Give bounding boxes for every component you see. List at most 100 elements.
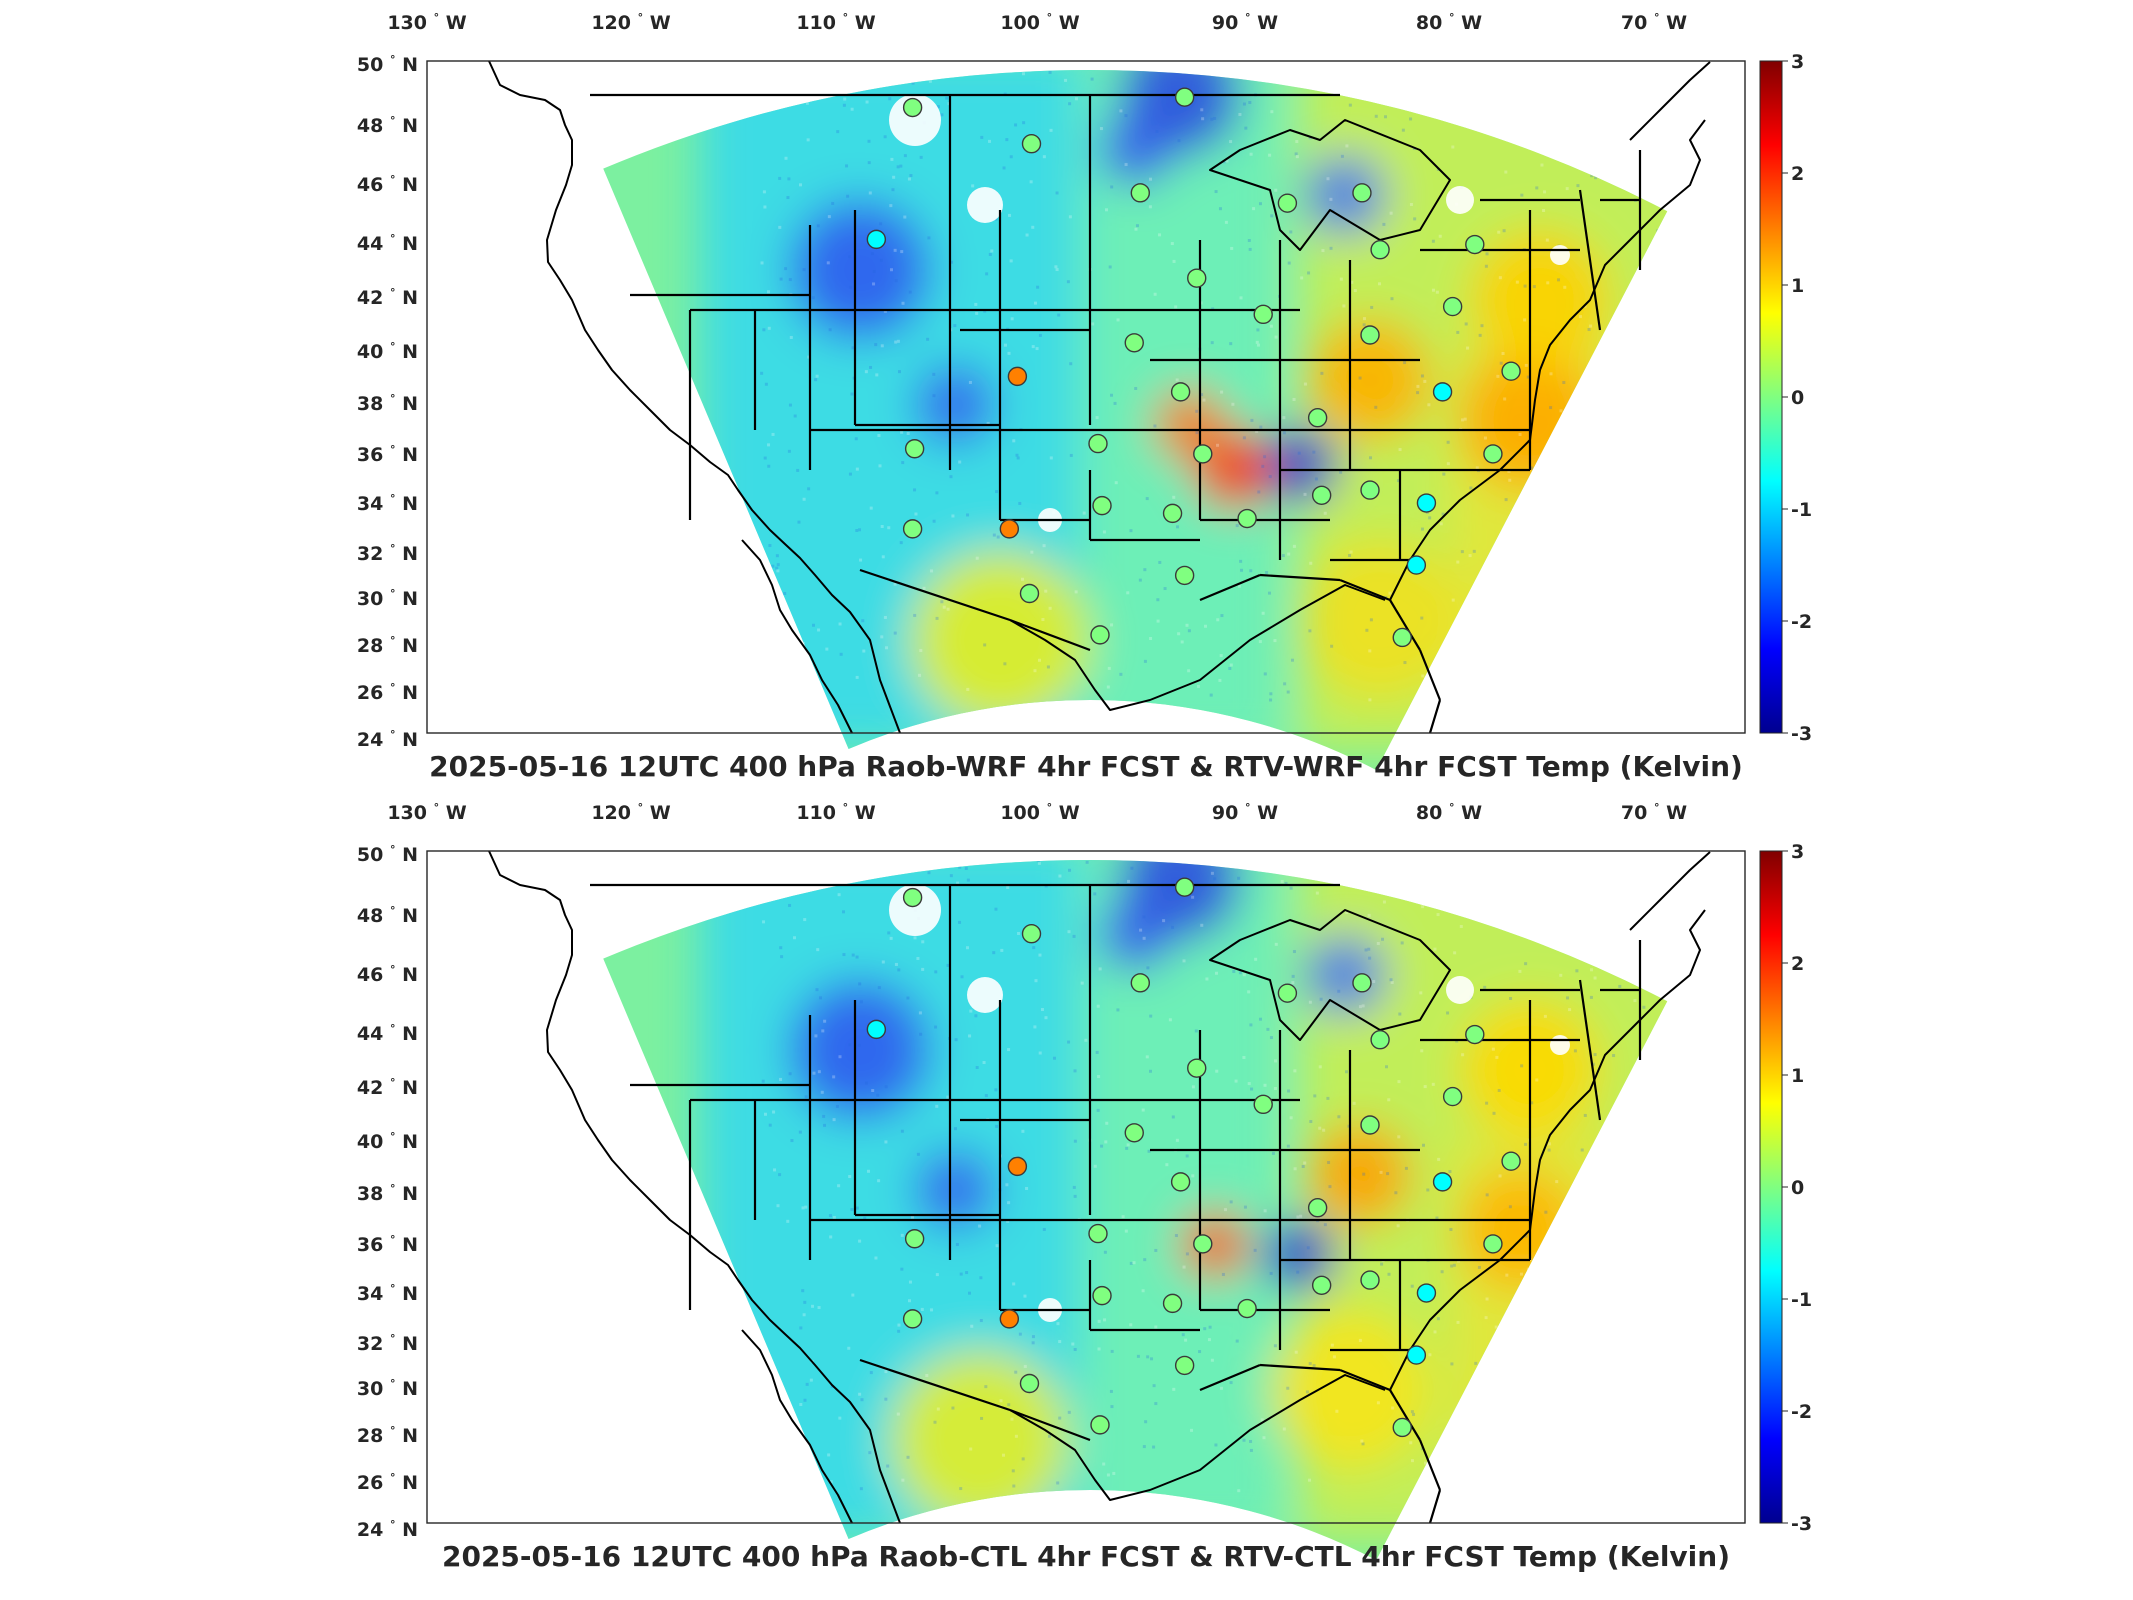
raob-station-marker bbox=[1193, 1234, 1213, 1254]
latitude-tick-label: 38 ° N bbox=[357, 1182, 418, 1205]
raob-station-marker bbox=[1124, 1123, 1144, 1143]
raob-station-marker bbox=[1352, 973, 1372, 993]
latitude-tick-label: 32 ° N bbox=[357, 542, 418, 565]
raob-station-marker bbox=[1187, 1058, 1207, 1078]
raob-station-marker bbox=[1174, 565, 1195, 586]
colorbar-tick-label: -2 bbox=[1791, 1401, 1812, 1423]
colorbar-tick-label: -2 bbox=[1791, 611, 1812, 633]
raob-station-marker bbox=[1124, 333, 1144, 353]
longitude-tick-label: 90 ° W bbox=[1212, 801, 1278, 824]
longitude-tick-label: 120 ° W bbox=[591, 801, 670, 824]
raob-station-marker bbox=[1311, 1275, 1332, 1295]
colorbar-tick-label: 0 bbox=[1791, 387, 1804, 409]
latitude-tick-label: 30 ° N bbox=[357, 1377, 418, 1400]
raob-station-marker bbox=[1465, 1024, 1485, 1045]
raob-station-marker bbox=[1193, 444, 1213, 464]
raob-station-marker bbox=[1432, 1172, 1453, 1192]
longitude-tick-label: 100 ° W bbox=[1000, 801, 1079, 824]
raob-station-marker bbox=[1174, 877, 1195, 897]
latitude-tick-label: 26 ° N bbox=[357, 681, 418, 704]
coastlines bbox=[488, 850, 1711, 1524]
bottom-map-svg: 130 ° W 120 ° W 110 ° W 100 ° W 90 ° W 80 ° W… bbox=[357, 801, 1812, 1573]
latitude-tick-label: 48 ° N bbox=[357, 904, 418, 927]
raob-station-marker bbox=[1253, 304, 1273, 325]
raob-station-marker bbox=[866, 1019, 887, 1040]
latitude-tick-label: 48 ° N bbox=[357, 114, 418, 137]
latitude-tick-label: 28 ° N bbox=[357, 634, 418, 657]
longitude-tick-label: 110 ° W bbox=[796, 11, 875, 34]
raob-station-marker bbox=[1092, 1285, 1112, 1306]
raob-station-marker bbox=[1360, 1115, 1380, 1135]
raob-station-marker bbox=[904, 1229, 925, 1249]
colorbar-tick-label: -1 bbox=[1791, 1289, 1812, 1311]
temperature-field bbox=[603, 69, 1668, 771]
colorbar-tick-label: 0 bbox=[1791, 1177, 1804, 1199]
raob-station-marker bbox=[1442, 296, 1463, 317]
raob-station-marker bbox=[1253, 1094, 1273, 1115]
latitude-tick-label: 28 ° N bbox=[357, 1424, 418, 1447]
raob-station-marker bbox=[1501, 361, 1521, 381]
raob-station-marker bbox=[1392, 627, 1412, 648]
longitude-tick-label: 110 ° W bbox=[796, 801, 875, 824]
raob-station-marker bbox=[1406, 555, 1427, 575]
raob-station-marker bbox=[1187, 268, 1207, 288]
raob-station-marker bbox=[1352, 183, 1372, 203]
longitude-tick-label: 130 ° W bbox=[387, 801, 466, 824]
longitude-tick-label: 70 ° W bbox=[1621, 11, 1687, 34]
raob-station-marker bbox=[1307, 1198, 1328, 1218]
raob-station-marker bbox=[1416, 1283, 1437, 1303]
raob-station-marker bbox=[1174, 1355, 1195, 1376]
latitude-tick-label: 44 ° N bbox=[357, 232, 418, 255]
colorbar-tick-label: 3 bbox=[1791, 51, 1804, 73]
top-map-panel: 130 ° W 120 ° W 110 ° W 100 ° W 90 ° W 80 ° W… bbox=[357, 11, 1812, 783]
latitude-tick-label: 50 ° N bbox=[357, 53, 418, 76]
colorbar-tick-label: 1 bbox=[1791, 275, 1804, 297]
latitude-tick-label: 36 ° N bbox=[357, 1233, 418, 1256]
latitude-tick-label: 24 ° N bbox=[357, 728, 418, 751]
raob-station-marker bbox=[1370, 1030, 1390, 1050]
raob-station-marker bbox=[902, 519, 923, 539]
raob-station-marker bbox=[1307, 408, 1328, 428]
colorbar-tick-label: 3 bbox=[1791, 841, 1804, 863]
top-map-svg: 130 ° W 120 ° W 110 ° W 100 ° W 90 ° W 80 ° W… bbox=[357, 11, 1812, 783]
raob-station-marker bbox=[1130, 973, 1151, 993]
latitude-tick-label: 50 ° N bbox=[357, 843, 418, 866]
raob-station-marker bbox=[1432, 382, 1453, 402]
latitude-tick-label: 32 ° N bbox=[357, 1332, 418, 1355]
panel-title: 2025-05-16 12UTC 400 hPa Raob-WRF 4hr FC… bbox=[429, 750, 1743, 783]
latitude-tick-label: 30 ° N bbox=[357, 587, 418, 610]
raob-station-marker bbox=[1360, 325, 1380, 345]
latitude-tick-label: 34 ° N bbox=[357, 1282, 418, 1305]
map-frame bbox=[426, 850, 1746, 1524]
raob-station-marker bbox=[1416, 493, 1437, 513]
raob-station-marker bbox=[1092, 495, 1112, 516]
latitude-tick-label: 38 ° N bbox=[357, 392, 418, 415]
raob-station-marker bbox=[1277, 983, 1298, 1003]
latitude-tick-label: 42 ° N bbox=[357, 1076, 418, 1099]
raob-station-marker bbox=[902, 97, 923, 118]
latitude-tick-label: 26 ° N bbox=[357, 1471, 418, 1494]
colorbar bbox=[1759, 850, 1783, 1524]
latitude-tick-label: 42 ° N bbox=[357, 286, 418, 309]
raob-station-marker bbox=[1021, 924, 1042, 944]
raob-station-marker bbox=[1170, 1172, 1191, 1192]
raob-station-marker bbox=[1019, 1373, 1040, 1394]
bottom-map-panel: 130 ° W 120 ° W 110 ° W 100 ° W 90 ° W 80 ° W… bbox=[0, 790, 2133, 1590]
raob-station-marker bbox=[1392, 1417, 1412, 1438]
colorbar-tick-label: 2 bbox=[1791, 163, 1804, 185]
raob-station-marker bbox=[1130, 183, 1151, 203]
raob-station-marker bbox=[1090, 625, 1110, 645]
raob-station-marker bbox=[999, 519, 1020, 539]
longitude-tick-label: 90 ° W bbox=[1212, 11, 1278, 34]
raob-station-marker bbox=[1170, 382, 1191, 402]
raob-station-marker bbox=[1007, 1156, 1028, 1177]
colorbar-tick-label: -3 bbox=[1791, 1513, 1812, 1535]
colorbar-tick-label: 1 bbox=[1791, 1065, 1804, 1087]
latitude-tick-label: 46 ° N bbox=[357, 963, 418, 986]
colorbar bbox=[1759, 60, 1783, 734]
latitude-tick-label: 40 ° N bbox=[357, 1130, 418, 1153]
colorbar-tick-label: 2 bbox=[1791, 953, 1804, 975]
raob-station-marker bbox=[1237, 508, 1257, 529]
raob-station-marker bbox=[1162, 1293, 1183, 1314]
raob-station-marker bbox=[1162, 503, 1183, 524]
